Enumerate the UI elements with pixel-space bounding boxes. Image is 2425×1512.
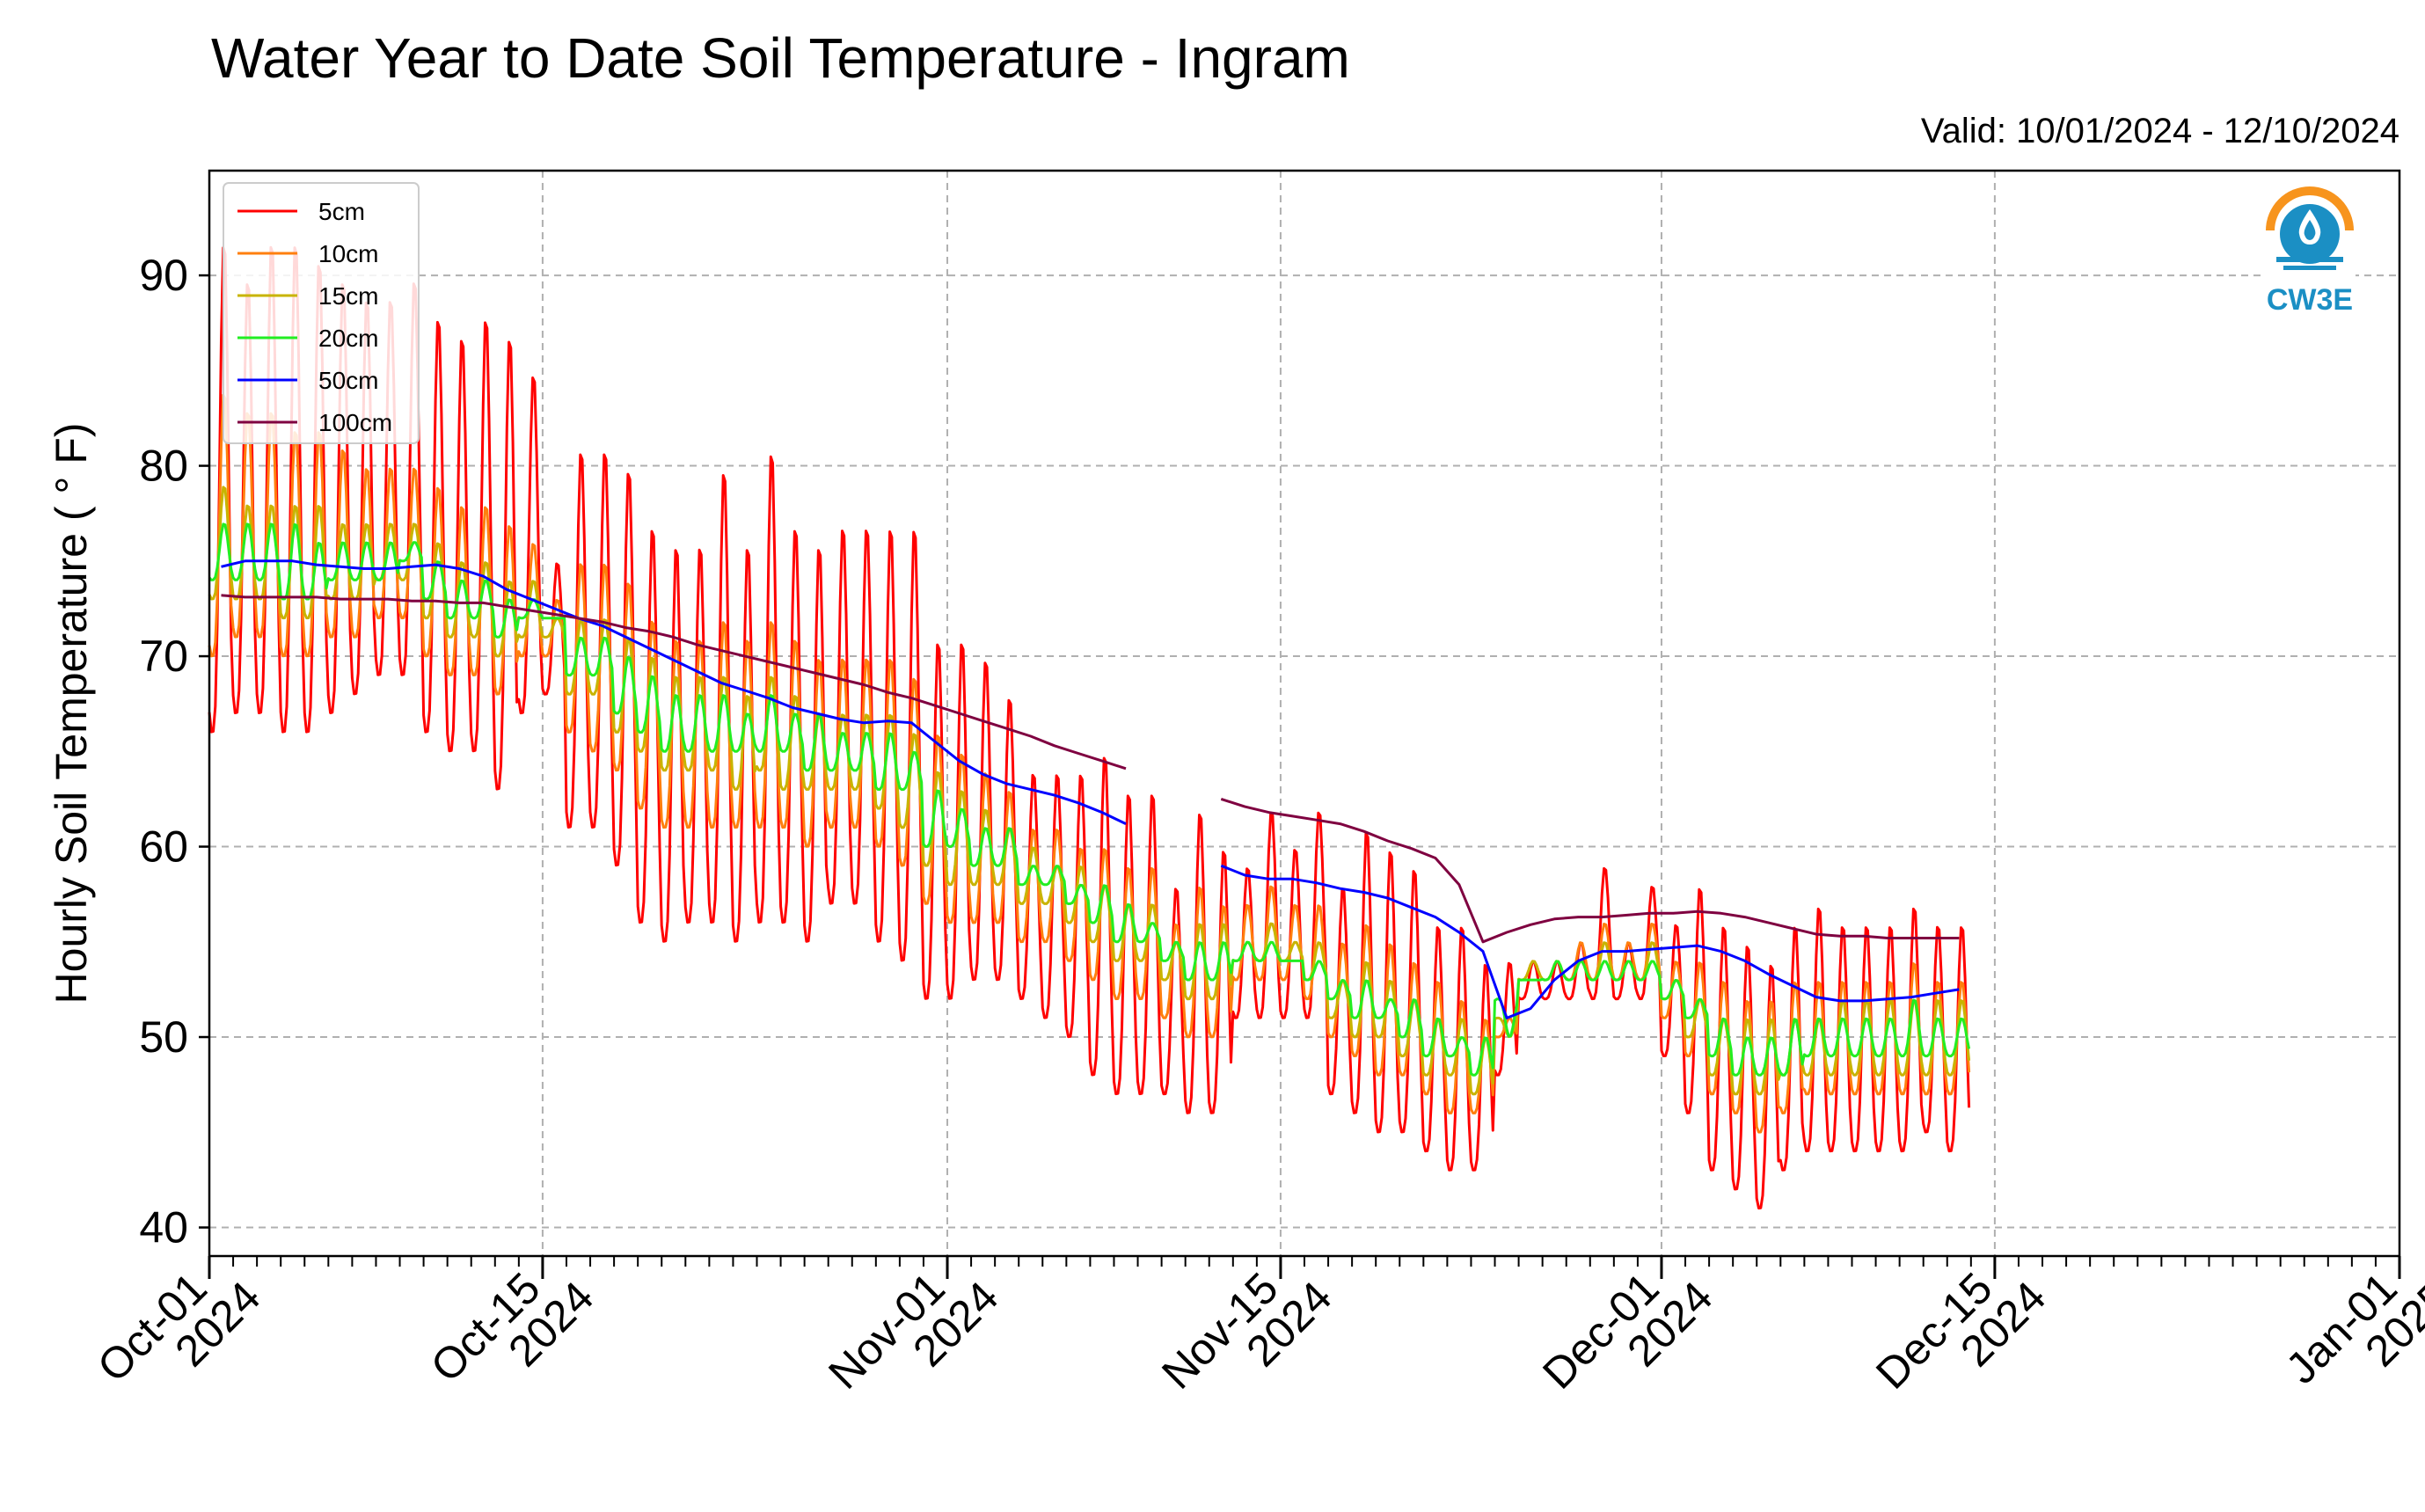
series-line-100cm [221,594,1960,944]
series-line-20cm [208,522,1971,1077]
y-tick-label: 70 [139,632,188,681]
water-drop-icon [2264,186,2356,280]
y-tick-label: 50 [139,1012,188,1062]
legend-label-50cm: 50cm [318,367,378,394]
valid-date-range: Valid: 10/01/2024 - 12/10/2024 [1921,112,2399,150]
series-line-10cm [208,393,1971,1134]
y-axis: 40 50 60 70 80 90 [139,251,209,1253]
y-tick-label: 60 [139,822,188,872]
series-line-5cm [208,245,1971,1210]
y-tick-label: 90 [139,251,188,300]
legend-label-5cm: 5cm [318,198,365,225]
y-tick-label: 80 [139,442,188,491]
logo-text: CW3E [2267,283,2353,317]
grid-lines [209,171,2399,1256]
legend-label-15cm: 15cm [318,282,378,310]
y-tick-label: 40 [139,1203,188,1253]
legend-label-10cm: 10cm [318,240,378,267]
cw3e-logo: CW3E [2264,186,2356,317]
chart-title: Water Year to Date Soil Temperature - In… [211,26,1350,90]
y-axis-label: Hourly Soil Temperature ( ° F) [47,423,96,1004]
series-line-50cm [221,559,1960,1019]
legend-label-20cm: 20cm [318,325,378,352]
plot-area [208,245,1971,1210]
legend-frame [223,182,420,444]
legend: 5cm 10cm 15cm 20cm 50cm 100cm [223,182,420,444]
legend-label-100cm: 100cm [318,409,392,436]
